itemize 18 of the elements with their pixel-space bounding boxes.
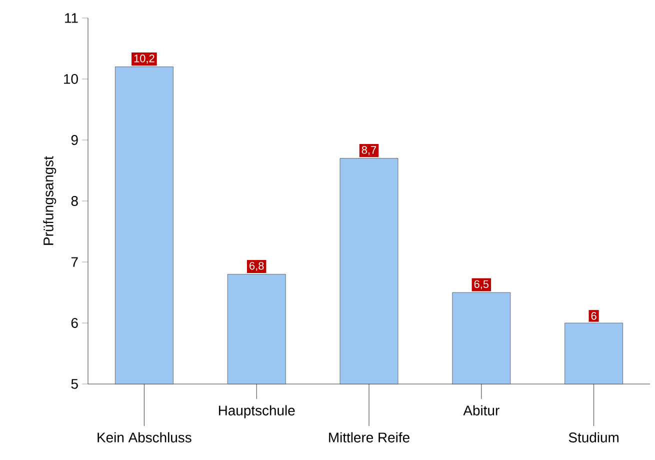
y-axis-title: Prüfungsangst bbox=[43, 156, 56, 245]
y-tick-label: 7 bbox=[71, 257, 78, 267]
x-tick-label: Hauptschule bbox=[218, 405, 295, 418]
y-tick-label: 9 bbox=[71, 135, 78, 145]
y-tick-label: 6 bbox=[71, 318, 78, 328]
x-tick-label: Mittlere Reife bbox=[329, 432, 410, 442]
y-tick-label: 11 bbox=[65, 13, 78, 23]
data-label: 10,2 bbox=[134, 54, 154, 64]
data-label: 6,8 bbox=[250, 262, 264, 272]
data-label: 6,5 bbox=[474, 280, 489, 290]
x-tick-label: Studium bbox=[568, 432, 618, 442]
y-tick-label: 8 bbox=[71, 196, 78, 206]
data-label: 6 bbox=[591, 312, 596, 320]
y-tick-label: 5 bbox=[71, 379, 78, 389]
x-tick-label: Kein Abschluss bbox=[98, 432, 192, 442]
x-tick-label: Abitur bbox=[463, 405, 500, 416]
y-tick-label: 10 bbox=[64, 74, 78, 84]
data-label: 8,7 bbox=[362, 146, 376, 156]
